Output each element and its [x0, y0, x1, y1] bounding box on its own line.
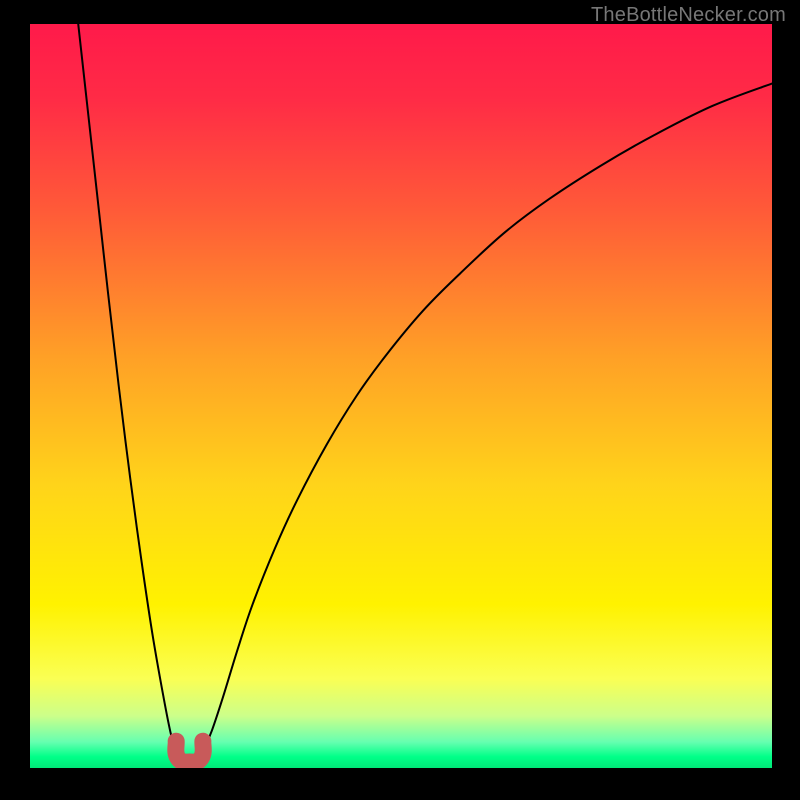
gradient-background [30, 24, 772, 768]
plot-area [30, 24, 772, 768]
chart-frame: TheBottleNecker.com [0, 0, 800, 800]
plot-svg [30, 24, 772, 768]
watermark-text: TheBottleNecker.com [591, 4, 786, 27]
